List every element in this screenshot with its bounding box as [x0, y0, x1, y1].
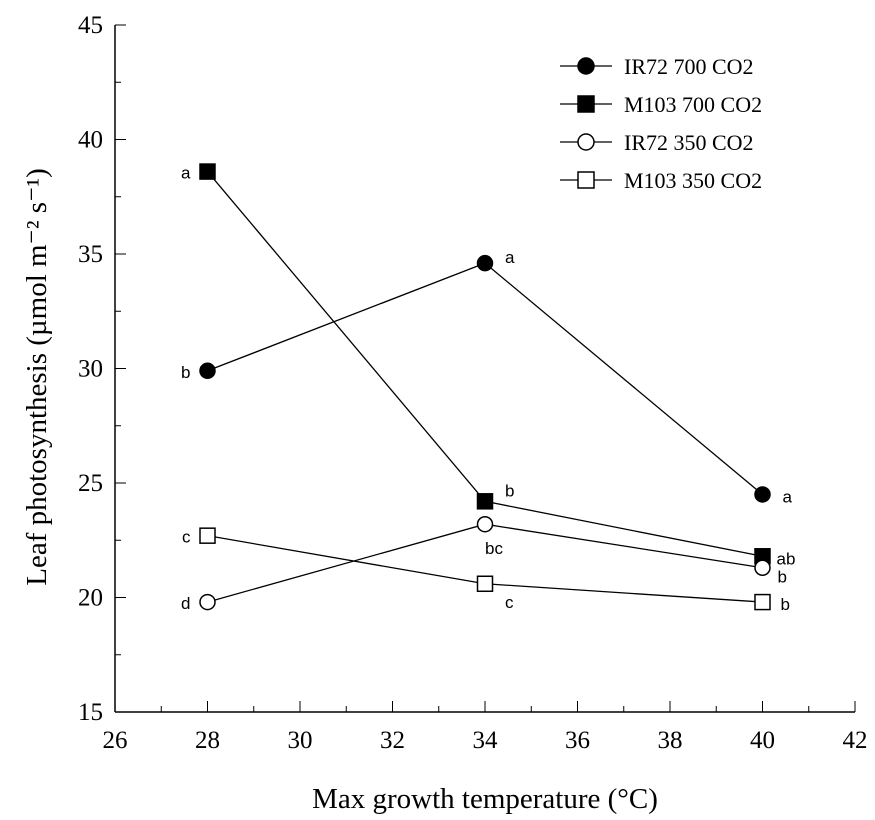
- legend-entry: M103 700 CO2: [560, 92, 762, 117]
- significance-label: c: [182, 528, 191, 547]
- y-tick-label: 40: [78, 127, 103, 154]
- y-tick-label: 35: [78, 241, 103, 268]
- data-point: [200, 528, 215, 543]
- axes: [115, 25, 855, 712]
- legend-marker: [578, 134, 594, 150]
- data-point: [200, 363, 215, 378]
- significance-label: d: [181, 594, 190, 613]
- y-tick-label: 15: [78, 699, 103, 726]
- x-tick-label: 30: [288, 727, 313, 754]
- legend-label: IR72 700 CO2: [624, 54, 754, 79]
- significance-label: b: [778, 568, 787, 587]
- y-axis-ticks: 15 20 25 30 35 40 45: [78, 12, 126, 726]
- data-point: [478, 256, 493, 271]
- significance-label: a: [181, 164, 191, 183]
- x-tick-label: 36: [565, 727, 590, 754]
- legend-entry: IR72 700 CO2: [560, 54, 754, 79]
- x-tick-label: 32: [380, 727, 405, 754]
- legend-label: M103 700 CO2: [624, 92, 762, 117]
- y-tick-label: 30: [78, 356, 103, 383]
- legend-label: IR72 350 CO2: [624, 130, 754, 155]
- significance-label: b: [781, 595, 790, 614]
- x-tick-label: 34: [473, 727, 499, 754]
- significance-label: b: [181, 363, 190, 382]
- data-point: [478, 494, 493, 509]
- y-tick-label: 45: [78, 12, 103, 39]
- data-point: [200, 164, 215, 179]
- y-axis-label: Leaf photosynthesis (µmol m⁻² s⁻¹): [21, 168, 53, 586]
- significance-label: b: [505, 481, 514, 500]
- legend-entry: IR72 350 CO2: [560, 130, 754, 155]
- significance-label: a: [783, 487, 793, 506]
- x-tick-label: 28: [195, 727, 220, 754]
- x-tick-label: 40: [750, 727, 775, 754]
- legend-marker: [578, 58, 594, 74]
- significance-label: ab: [777, 549, 796, 568]
- legend-entry: M103 350 CO2: [560, 168, 762, 193]
- data-point: [755, 560, 770, 575]
- x-tick-label: 38: [658, 727, 683, 754]
- legend-label: M103 350 CO2: [624, 168, 762, 193]
- y-tick-label: 20: [78, 585, 103, 612]
- significance-label: a: [505, 248, 515, 267]
- data-point: [755, 595, 770, 610]
- data-point: [200, 595, 215, 610]
- data-point: [755, 487, 770, 502]
- x-tick-label: 42: [843, 727, 868, 754]
- significance-label: bc: [485, 539, 503, 558]
- data-point: [478, 517, 493, 532]
- legend-marker: [578, 172, 594, 188]
- x-axis-ticks: 26 28 30 32 34 36 38 40 42: [103, 701, 868, 754]
- legend-marker: [578, 96, 594, 112]
- series-1: b a a: [181, 248, 792, 506]
- data-point: [478, 576, 493, 591]
- x-tick-label: 26: [103, 727, 128, 754]
- legend: IR72 700 CO2 M103 700 CO2 IR72 350 CO2 M103…: [560, 54, 762, 193]
- series-line: [208, 263, 763, 494]
- y-tick-label: 25: [78, 470, 103, 497]
- significance-label: c: [505, 593, 514, 612]
- x-axis-label: Max growth temperature (°C): [312, 783, 658, 815]
